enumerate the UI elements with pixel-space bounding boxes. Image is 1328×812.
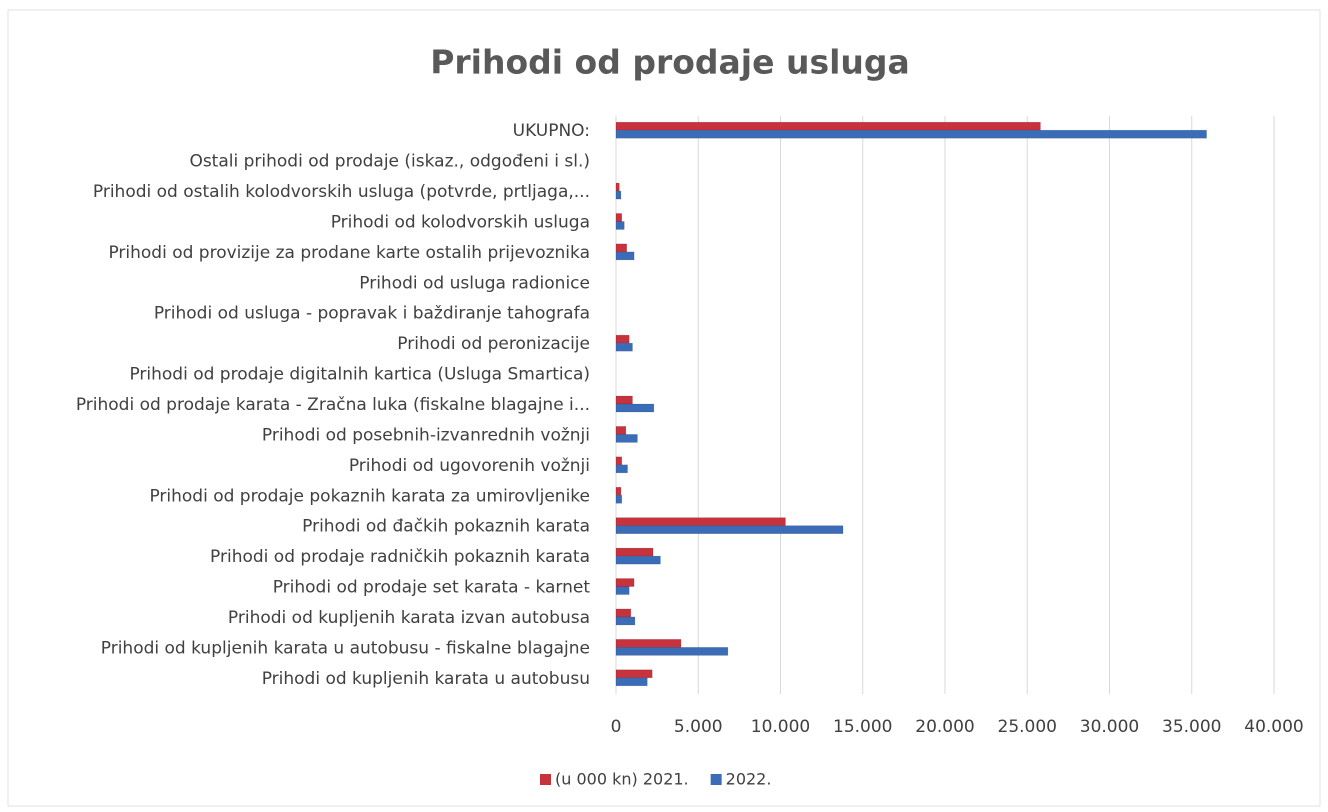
- y-tick-label: Prihodi od kupljenih karata u autobusu -…: [101, 638, 590, 658]
- x-tick-label: 40.000: [1244, 717, 1303, 737]
- bar: [615, 221, 625, 230]
- bar: [615, 426, 627, 435]
- bar: [615, 547, 654, 557]
- chart-frame: [7, 9, 1321, 807]
- y-tick-label: Prihodi od kupljenih karata u autobusu: [262, 669, 590, 689]
- bar: [615, 517, 786, 526]
- bar: [615, 190, 622, 200]
- bar: [615, 434, 638, 443]
- bar: [615, 555, 661, 565]
- x-tick-label: 10.000: [751, 717, 810, 737]
- y-tick-label: Prihodi od prodaje set karata - karnet: [273, 578, 591, 598]
- legend-swatch: [540, 774, 551, 785]
- x-tick-label: 30.000: [1080, 717, 1139, 737]
- bar: [615, 494, 623, 504]
- y-tick-label: Prihodi od usluga - popravak i baždiranj…: [154, 304, 590, 324]
- bar: [615, 342, 633, 352]
- bar: [615, 243, 627, 253]
- y-tick-label: Prihodi od usluga radionice: [359, 273, 590, 293]
- bar: [615, 486, 622, 496]
- bar: [615, 677, 648, 687]
- y-tick-label: Prihodi od đačkih pokaznih karata: [302, 517, 590, 537]
- y-tick-label: Prihodi od prodaje karata - Zračna luka …: [76, 395, 590, 415]
- x-tick-label: 35.000: [1162, 717, 1221, 737]
- y-tick-label: Prihodi od ugovorenih vožnji: [349, 456, 590, 476]
- x-tick-label: 0: [611, 717, 622, 737]
- bar: [615, 669, 653, 679]
- y-tick-label: Prihodi od prodaje radničkih pokaznih ka…: [210, 547, 590, 567]
- bar: [615, 456, 623, 466]
- bar: [615, 639, 682, 648]
- x-tick-label: 5.000: [674, 717, 723, 737]
- chart-title: Prihodi od prodaje usluga: [430, 43, 910, 82]
- y-tick-label: Prihodi od prodaje pokaznih karata za um…: [149, 486, 590, 506]
- legend-label: (u 000 kn) 2021.: [555, 770, 689, 789]
- y-tick-label: Prihodi od peronizacije: [397, 334, 590, 354]
- legend-swatch: [710, 774, 722, 785]
- bar: [615, 464, 628, 474]
- y-tick-label: Prihodi od ostalih kolodvorskih usluga (…: [93, 182, 590, 202]
- bar: [615, 525, 844, 534]
- y-tick-label: Prihodi od kupljenih karata izvan autobu…: [228, 608, 590, 628]
- bar: [615, 608, 632, 618]
- bar: [615, 251, 635, 261]
- y-tick-label: Prihodi od kolodvorskih usluga: [331, 212, 590, 232]
- legend-label: 2022.: [726, 770, 772, 789]
- y-tick-label: Prihodi od posebnih-izvanrednih vožnji: [262, 425, 590, 445]
- y-tick-label: Prihodi od provizije za prodane karte os…: [108, 243, 590, 263]
- y-tick-label: Ostali prihodi od prodaje (iskaz., odgođ…: [189, 152, 590, 172]
- bar: [615, 121, 1041, 131]
- bar: [615, 213, 623, 222]
- x-tick-label: 15.000: [833, 717, 892, 737]
- bar: [615, 403, 655, 413]
- bar: [615, 129, 1207, 139]
- bar: [615, 578, 635, 587]
- bar: [615, 334, 630, 344]
- bar: [615, 616, 636, 626]
- bar: [615, 395, 633, 405]
- x-tick-label: 20.000: [915, 717, 974, 737]
- y-tick-label: Prihodi od prodaje digitalnih kartica (U…: [129, 365, 590, 385]
- x-tick-label: 25.000: [998, 717, 1057, 737]
- bar: [615, 182, 620, 192]
- bar: [615, 647, 729, 656]
- bar: [615, 586, 630, 595]
- y-tick-label: UKUPNO:: [513, 121, 590, 141]
